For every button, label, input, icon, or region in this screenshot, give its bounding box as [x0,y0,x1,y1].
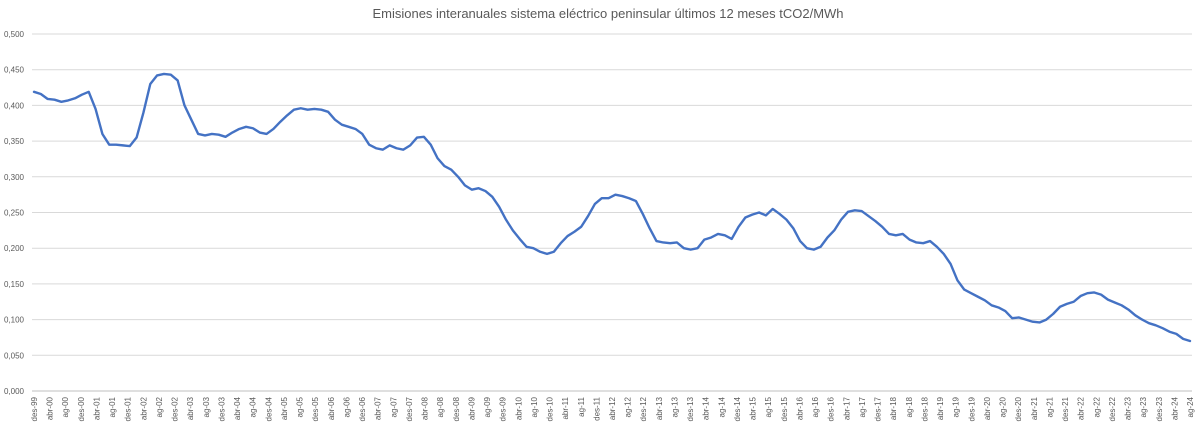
x-tick-label: abr-19 [936,396,945,420]
x-tick-label: des-19 [967,396,976,421]
y-axis-ticks: 0,000 0,050 0,100 0,150 0,200 0,250 0,300 0,350… [4,30,25,396]
gridlines [32,33,1192,392]
x-tick-label: ag-13 [670,396,679,417]
x-tick-label: abr-16 [795,396,804,420]
y-tick-label: 0,050 [4,351,25,360]
x-tick-label: abr-13 [655,396,664,420]
chart-title: Emisiones interanuales sistema eléctrico… [372,6,843,21]
x-tick-label: des-08 [452,396,461,421]
emissions-series-line [32,72,1192,343]
x-tick-label: des-99 [30,396,39,421]
series-layer [32,72,1192,343]
x-tick-label: ag-04 [249,396,258,417]
x-tick-label: ag-24 [1186,396,1195,417]
x-tick-label: abr-20 [983,396,992,420]
x-tick-label: abr-18 [889,396,898,420]
x-tick-label: abr-21 [1030,396,1039,420]
y-tick-label: 0,300 [4,173,25,182]
x-tick-label: abr-09 [467,396,476,420]
x-tick-label: des-20 [1014,396,1023,421]
x-tick-label: abr-04 [233,396,242,420]
x-tick-label: abr-22 [1077,396,1086,420]
x-tick-label: abr-17 [842,396,851,420]
x-tick-label: des-16 [827,396,836,421]
y-tick-label: 0,150 [4,280,25,289]
x-tick-label: des-07 [405,396,414,421]
x-tick-label: abr-00 [46,396,55,420]
x-tick-label: des-21 [1061,396,1070,421]
y-tick-label: 0,350 [4,137,25,146]
x-tick-label: ag-03 [202,396,211,417]
x-tick-label: abr-23 [1124,396,1133,420]
x-tick-label: ag-19 [952,396,961,417]
x-tick-label: ag-01 [108,396,117,417]
x-tick-label: ag-17 [858,396,867,417]
x-tick-label: des-23 [1155,396,1164,421]
x-tick-label: des-04 [264,396,273,421]
x-tick-label: des-09 [499,396,508,421]
y-tick-label: 0,200 [4,244,25,253]
y-tick-label: 0,400 [4,101,25,110]
x-tick-label: des-11 [592,396,601,420]
x-tick-label: ag-20 [999,396,1008,417]
y-tick-label: 0,250 [4,209,25,218]
x-tick-label: ag-21 [1045,396,1054,417]
x-tick-label: abr-10 [514,396,523,420]
x-tick-label: abr-14 [702,396,711,420]
x-tick-label: ag-18 [905,396,914,417]
x-tick-label: ag-23 [1139,396,1148,417]
x-tick-label: abr-03 [186,396,195,420]
x-tick-label: des-14 [733,396,742,421]
x-tick-label: des-13 [686,396,695,421]
x-tick-label: abr-06 [327,396,336,420]
x-tick-label: abr-02 [139,396,148,420]
x-tick-label: ag-06 [342,396,351,417]
y-tick-label: 0,500 [4,30,25,39]
x-tick-label: des-05 [311,396,320,421]
x-tick-label: ag-10 [530,396,539,417]
x-tick-label: des-02 [171,396,180,421]
x-tick-label: des-22 [1108,396,1117,421]
x-tick-label: des-15 [780,396,789,421]
x-tick-label: abr-05 [280,396,289,420]
x-tick-label: abr-12 [608,396,617,420]
x-tick-label: ag-12 [624,396,633,417]
x-tick-label: ag-14 [717,396,726,417]
x-tick-label: des-00 [77,396,86,421]
x-tick-label: ag-08 [436,396,445,417]
x-tick-label: des-17 [874,396,883,421]
x-tick-label: des-18 [920,396,929,421]
x-tick-label: ag-07 [389,396,398,417]
y-tick-label: 0,450 [4,66,25,75]
x-tick-label: abr-15 [749,396,758,420]
y-tick-label: 0,100 [4,316,25,325]
x-tick-label: des-03 [217,396,226,421]
x-tick-label: ag-15 [764,396,773,417]
x-tick-label: ag-02 [155,396,164,417]
x-tick-label: ag-05 [296,396,305,417]
x-tick-label: des-01 [124,396,133,421]
x-tick-label: des-12 [639,396,648,421]
x-tick-label: ag-09 [483,396,492,417]
x-tick-label: abr-07 [374,396,383,420]
x-tick-label: ag-11 [577,396,586,416]
x-tick-label: des-10 [546,396,555,421]
x-axis-ticks: des-99 abr-00 ag-00 des-00 abr-01 ag-01 des-01… [30,396,1195,421]
x-tick-label: ag-16 [811,396,820,417]
x-tick-label: abr-11 [561,396,570,419]
x-tick-label: ag-00 [61,396,70,417]
x-tick-label: abr-01 [92,396,101,420]
y-tick-label: 0,000 [4,387,25,396]
x-tick-label: ag-22 [1092,396,1101,417]
x-tick-label: des-06 [358,396,367,421]
x-tick-label: abr-08 [421,396,430,420]
x-tick-label: abr-24 [1170,396,1179,420]
